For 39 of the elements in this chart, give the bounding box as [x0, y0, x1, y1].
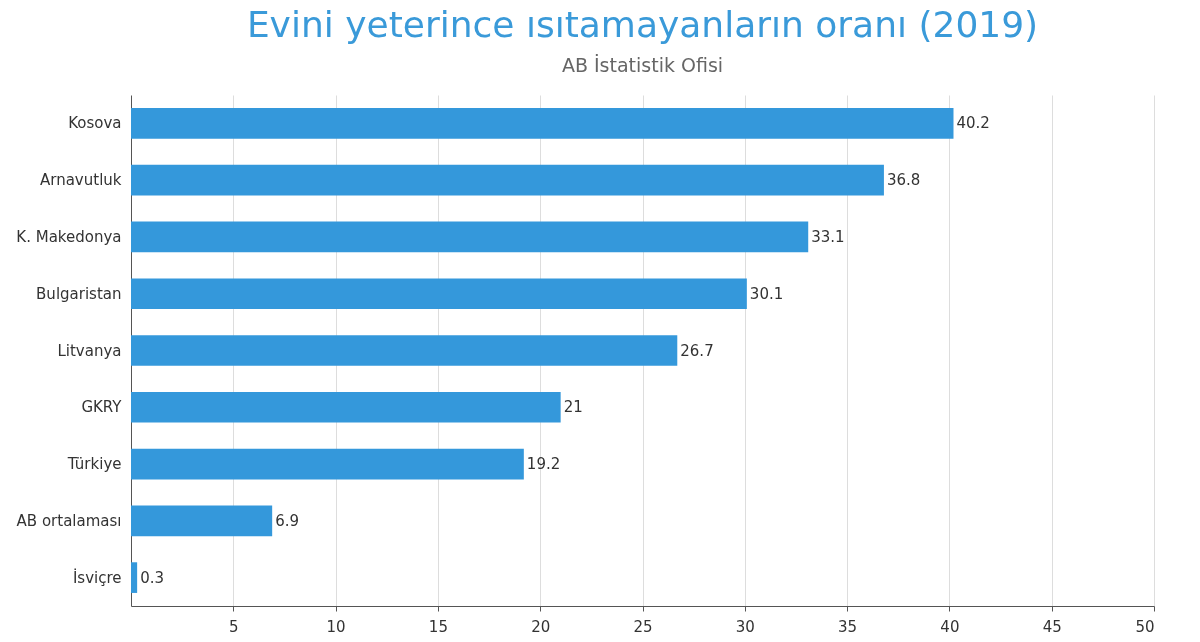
x-tick-label: 40	[940, 617, 960, 636]
x-tick-label: 15	[428, 617, 448, 636]
x-tick-label: 45	[1042, 617, 1062, 636]
data-label: 33.1	[811, 227, 845, 246]
data-label: 19.2	[526, 455, 561, 474]
y-tick-label: Bulgaristan	[36, 284, 122, 303]
bar	[131, 448, 524, 480]
data-label: 40.2	[956, 114, 990, 133]
y-tick-label: AB ortalaması	[16, 511, 122, 530]
bar	[131, 278, 747, 310]
x-tick-label: 30	[735, 617, 755, 636]
data-label: 0.3	[140, 568, 164, 587]
bar	[131, 108, 954, 139]
x-tick-label: 35	[838, 617, 858, 636]
bar	[131, 505, 273, 537]
x-tick-label: 5	[229, 617, 239, 636]
bar	[131, 164, 884, 196]
data-label: 26.7	[680, 341, 714, 360]
y-tick-label: İsviçre	[72, 567, 122, 587]
y-tick-label: Litvanya	[57, 341, 122, 360]
y-tick-label: GKRY	[81, 398, 123, 417]
x-tick-label: 50	[1135, 617, 1155, 636]
x-tick-label: 20	[531, 617, 551, 636]
y-tick-label: K. Makedonya	[16, 227, 122, 246]
x-tick-label: 25	[633, 617, 653, 636]
y-tick-label: Kosova	[68, 114, 122, 133]
bar	[131, 391, 561, 423]
data-label: 6.9	[275, 511, 300, 530]
chart-title: Evini yeterince ısıtamayanların oranı (2019)	[246, 4, 1039, 45]
bar	[131, 562, 138, 593]
data-label: 30.1	[749, 284, 784, 303]
y-tick-label: Arnavutluk	[40, 171, 122, 190]
bar	[131, 221, 809, 253]
x-tick-label: 10	[326, 617, 346, 636]
bar	[131, 335, 678, 366]
y-tick-label: Türkiye	[66, 455, 122, 474]
data-label: 21	[563, 398, 583, 417]
data-label: 36.8	[886, 171, 921, 190]
chart-subtitle: AB İstatistik Ofisi	[561, 54, 724, 76]
